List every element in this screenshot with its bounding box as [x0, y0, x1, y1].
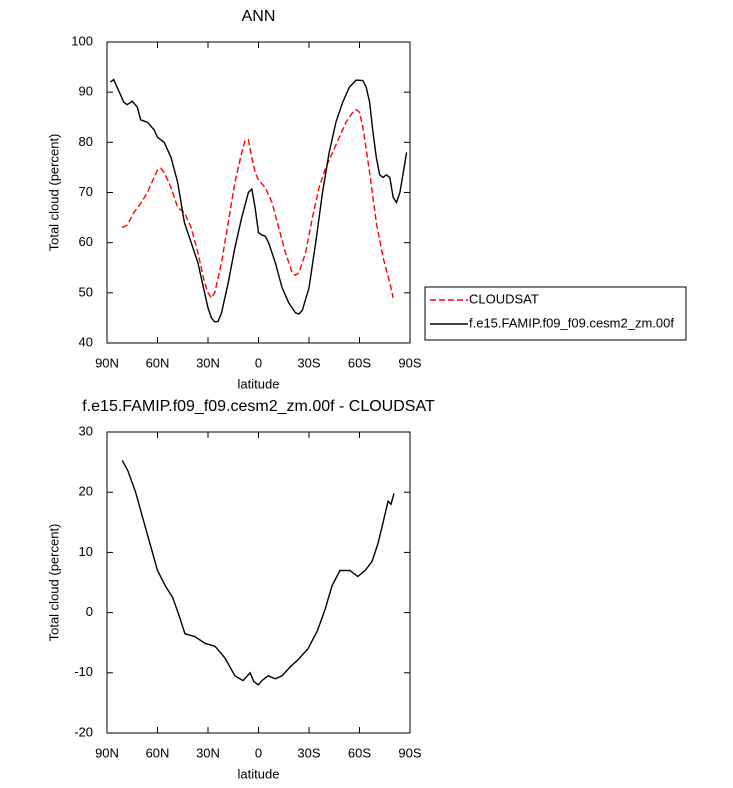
x-tick-label: 30S — [297, 745, 320, 760]
series-line — [109, 78, 408, 323]
y-tick-label: 100 — [71, 33, 93, 48]
x-tick-label: 30S — [297, 355, 320, 370]
y-tick-label: 80 — [79, 134, 93, 149]
y-tick-label: 20 — [79, 484, 93, 499]
y-tick-label: 10 — [79, 544, 93, 559]
series-line — [121, 108, 394, 300]
y-axis-label: Total cloud (percent) — [46, 134, 61, 252]
y-tick-label: 30 — [79, 423, 93, 438]
legend-label: CLOUDSAT — [469, 291, 539, 306]
chart-title: f.e15.FAMIP.f09_f09.cesm2_zm.00f - CLOUD… — [82, 398, 435, 415]
x-tick-label: 60S — [348, 745, 371, 760]
chart-title: ANN — [242, 8, 276, 25]
y-tick-label: 40 — [79, 334, 93, 349]
y-tick-label: -20 — [74, 724, 93, 739]
x-tick-label: 60N — [146, 355, 170, 370]
x-tick-label: 90S — [398, 745, 421, 760]
y-tick-label: 50 — [79, 284, 93, 299]
x-tick-label: 0 — [255, 355, 262, 370]
series-line — [121, 459, 395, 686]
y-tick-label: -10 — [74, 664, 93, 679]
plot-frame — [106, 431, 411, 734]
x-tick-label: 0 — [255, 745, 262, 760]
legend-box — [424, 286, 687, 341]
y-axis-label: Total cloud (percent) — [46, 524, 61, 642]
x-tick-label: 90S — [398, 355, 421, 370]
x-axis-label: latitude — [238, 766, 280, 781]
y-tick-label: 0 — [86, 604, 93, 619]
y-tick-label: 60 — [79, 234, 93, 249]
x-tick-label: 30N — [196, 355, 220, 370]
x-tick-label: 30N — [196, 745, 220, 760]
x-tick-label: 60N — [146, 745, 170, 760]
legend-label: f.e15.FAMIP.f09_f09.cesm2_zm.00f — [469, 315, 674, 330]
x-axis-label: latitude — [238, 376, 280, 391]
y-tick-label: 70 — [79, 184, 93, 199]
plot-frame — [106, 41, 411, 344]
x-tick-label: 60S — [348, 355, 371, 370]
x-tick-label: 90N — [95, 355, 119, 370]
y-tick-label: 90 — [79, 84, 93, 99]
x-tick-label: 90N — [95, 745, 119, 760]
